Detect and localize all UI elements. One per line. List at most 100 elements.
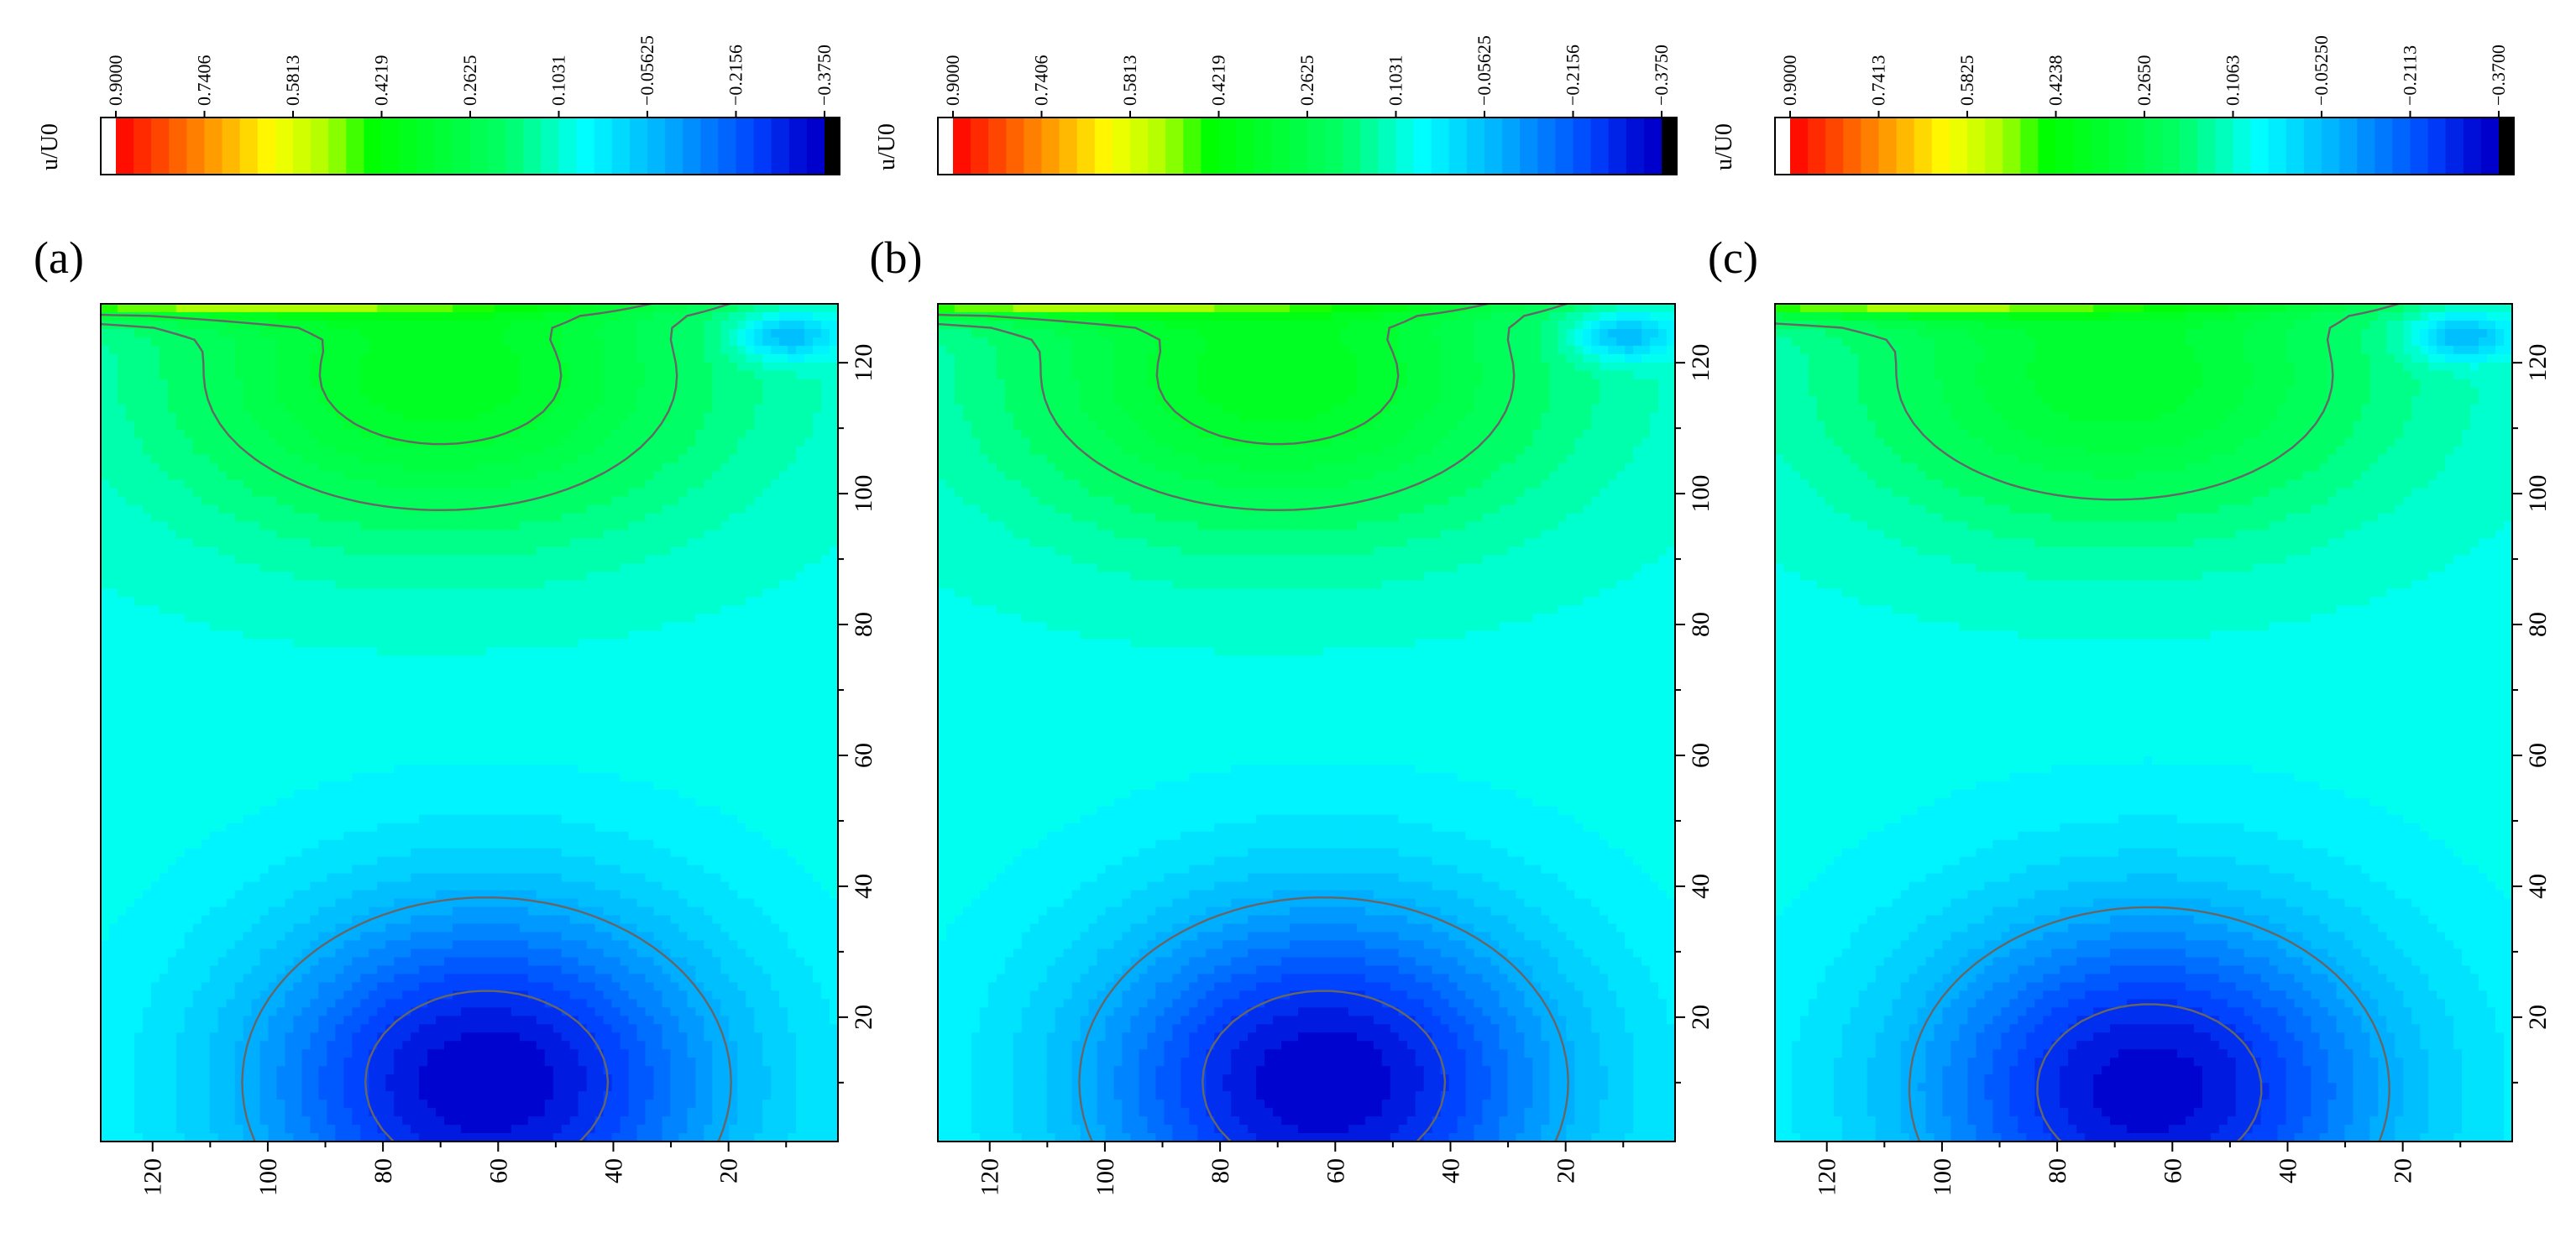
field-cell	[594, 446, 605, 456]
field-cell	[369, 345, 378, 355]
field-cell	[217, 697, 228, 707]
field-cell	[226, 462, 236, 473]
field-cell	[394, 370, 403, 380]
field-cell	[771, 622, 780, 631]
field-cell	[678, 379, 689, 389]
field-cell	[461, 412, 470, 422]
field-cell	[444, 304, 453, 313]
field-cell	[217, 755, 228, 765]
field-cell	[285, 446, 295, 456]
field-cell	[427, 656, 437, 665]
field-cell	[209, 723, 219, 732]
field-cell	[804, 605, 814, 614]
field-cell	[830, 496, 838, 506]
field-cell	[477, 421, 487, 431]
field-cell	[485, 697, 495, 707]
field-cell	[762, 412, 772, 422]
field-cell	[603, 572, 613, 582]
field-cell	[175, 395, 186, 405]
field-cell	[804, 437, 814, 447]
field-cell	[502, 647, 512, 656]
field-cell	[444, 496, 453, 506]
field-cell	[737, 437, 746, 447]
field-cell	[217, 530, 228, 540]
field-cell	[678, 496, 689, 506]
field-cell	[318, 311, 328, 321]
field-cell	[578, 437, 588, 447]
field-cell	[427, 479, 437, 489]
field-cell	[276, 723, 286, 732]
field-cell	[167, 496, 177, 506]
field-cell	[536, 714, 546, 724]
field-cell	[318, 572, 328, 582]
colorbar-tick-label: 0.1031	[548, 55, 569, 107]
field-cell	[469, 730, 479, 740]
field-cell	[184, 563, 194, 573]
field-cell	[217, 421, 228, 431]
field-cell	[444, 563, 453, 573]
field-cell	[201, 605, 211, 614]
field-cell	[327, 723, 337, 732]
field-cell	[670, 311, 680, 321]
field-cell	[285, 395, 295, 405]
field-cell	[704, 370, 714, 380]
field-cell	[678, 630, 689, 640]
field-cell	[544, 462, 554, 473]
field-cell	[712, 362, 722, 372]
field-cell	[444, 723, 453, 732]
field-cell	[544, 379, 554, 389]
field-cell	[385, 697, 395, 707]
field-cell	[209, 730, 219, 740]
field-cell	[527, 546, 537, 556]
field-cell	[251, 622, 261, 631]
field-cell	[737, 614, 746, 623]
field-cell	[310, 555, 320, 565]
field-cell	[502, 320, 512, 330]
field-cell	[167, 504, 177, 515]
field-cell	[754, 471, 763, 481]
field-cell	[301, 437, 312, 447]
field-cell	[453, 412, 462, 422]
field-cell	[561, 479, 571, 489]
field-cell	[335, 555, 345, 565]
field-cell	[645, 521, 655, 531]
field-cell	[653, 362, 663, 372]
field-cell	[360, 362, 369, 372]
field-cell	[419, 513, 428, 523]
field-cell	[704, 521, 714, 531]
field-cell	[301, 379, 312, 389]
field-cell	[502, 706, 512, 715]
field-cell	[670, 337, 680, 347]
field-cell	[419, 630, 428, 640]
field-cell	[360, 747, 369, 757]
field-cell	[678, 723, 689, 732]
field-cell	[762, 672, 772, 682]
field-cell	[804, 730, 814, 740]
field-cell	[293, 353, 303, 363]
field-cell	[695, 764, 705, 774]
field-cell	[101, 664, 110, 673]
field-cell	[712, 311, 722, 321]
field-cell	[285, 304, 295, 313]
field-cell	[813, 630, 822, 640]
field-cell	[670, 739, 680, 749]
field-cell	[586, 311, 596, 321]
field-cell	[762, 429, 772, 439]
field-cell	[352, 572, 361, 582]
field-cell	[436, 320, 445, 330]
field-cell	[586, 345, 596, 355]
field-cell	[746, 664, 755, 673]
field-cell	[234, 337, 244, 347]
field-cell	[594, 622, 605, 631]
field-cell	[285, 311, 295, 321]
field-cell	[117, 504, 127, 515]
field-cell	[394, 437, 403, 447]
field-cell	[217, 764, 228, 774]
field-cell	[436, 697, 445, 707]
field-cell	[552, 311, 563, 321]
field-cell	[285, 555, 295, 565]
field-cell	[544, 664, 554, 673]
field-cell	[594, 479, 605, 489]
field-cell	[150, 572, 160, 582]
field-cell	[226, 421, 236, 431]
